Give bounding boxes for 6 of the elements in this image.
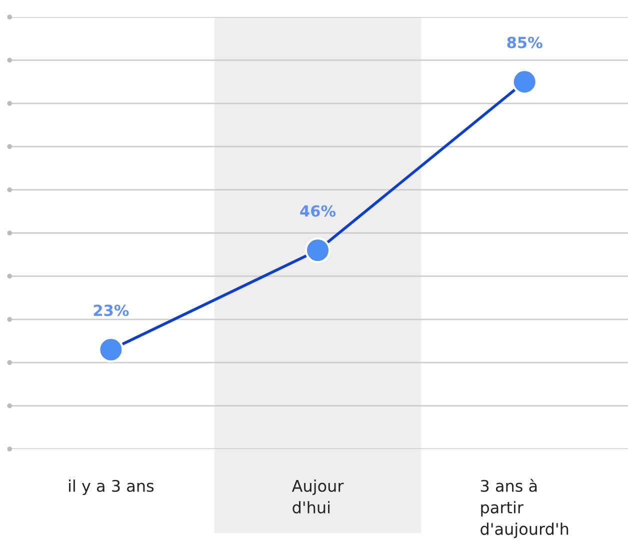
data-label: 46%	[300, 205, 336, 217]
x-tick-label: il y a 3 ans	[69, 480, 154, 496]
x-tick-label: 3 ans à partir d'aujourd'h	[480, 478, 568, 538]
data-label: 23%	[94, 304, 129, 316]
x-tick-label: Aujour d'hui	[292, 480, 344, 514]
data-label: 85%	[507, 36, 542, 48]
